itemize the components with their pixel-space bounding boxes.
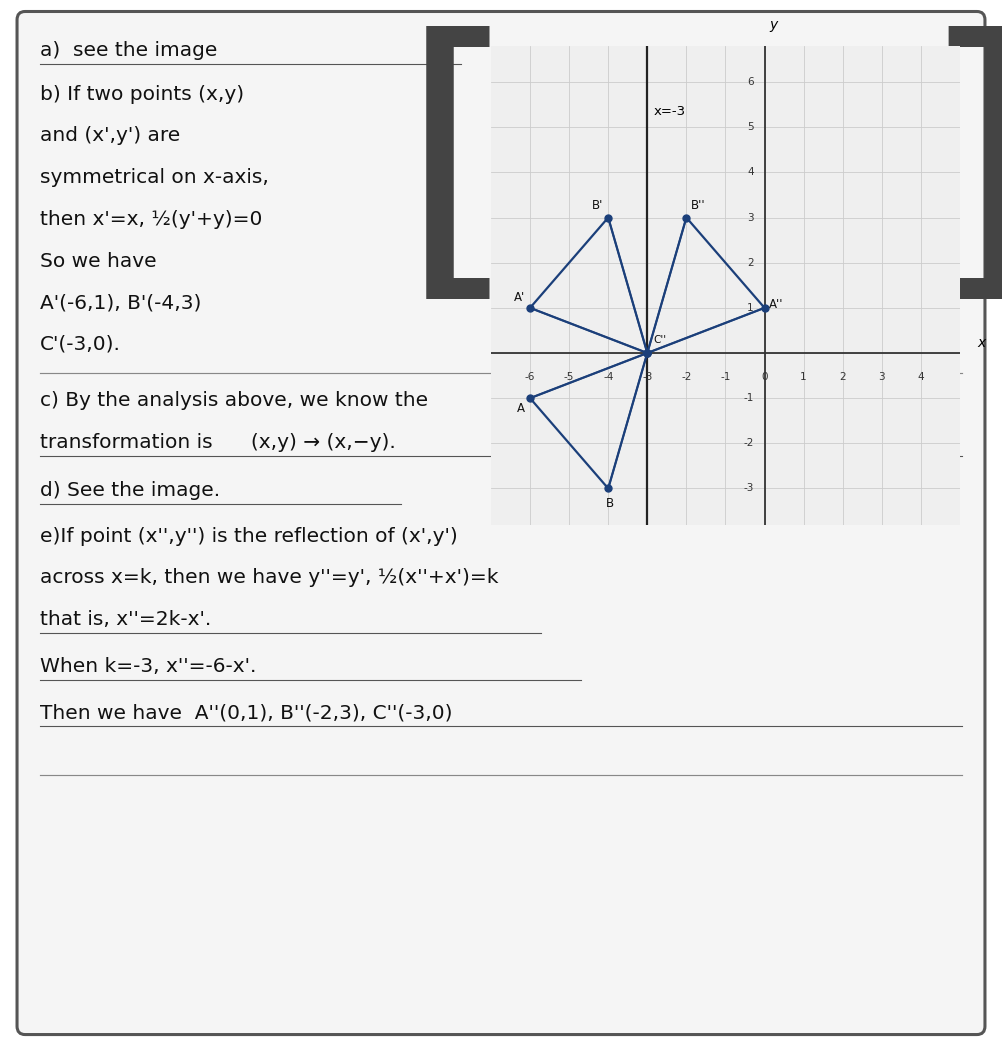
Text: 4: 4: [918, 372, 924, 382]
Text: ]: ]: [919, 26, 1002, 323]
Text: 2: 2: [746, 258, 754, 268]
Text: -1: -1: [720, 372, 730, 382]
Text: -2: -2: [743, 438, 754, 448]
Text: d) See the image.: d) See the image.: [40, 481, 220, 500]
Text: 5: 5: [746, 122, 754, 133]
Text: 1: 1: [746, 303, 754, 312]
Text: So we have: So we have: [40, 252, 156, 271]
Text: C'(-3,0).: C'(-3,0).: [40, 334, 121, 353]
Text: [: [: [400, 26, 518, 323]
Text: 4: 4: [746, 167, 754, 178]
Text: across x=k, then we have y''=y', ½(x''+x')=k: across x=k, then we have y''=y', ½(x''+x…: [40, 568, 499, 587]
Text: y: y: [769, 19, 778, 32]
Text: b) If two points (x,y): b) If two points (x,y): [40, 85, 244, 103]
Text: 1: 1: [801, 372, 807, 382]
Text: symmetrical on x-axis,: symmetrical on x-axis,: [40, 168, 269, 187]
Text: -3: -3: [743, 484, 754, 493]
Text: A'(-6,1), B'(-4,3): A'(-6,1), B'(-4,3): [40, 294, 201, 312]
Text: then x'=x, ½(y'+y)=0: then x'=x, ½(y'+y)=0: [40, 210, 263, 229]
Text: e)If point (x'',y'') is the reflection of (x',y'): e)If point (x'',y'') is the reflection o…: [40, 527, 458, 545]
Text: that is, x''=2k-x'.: that is, x''=2k-x'.: [40, 610, 211, 629]
Text: B': B': [592, 200, 603, 212]
Text: -3: -3: [642, 372, 652, 382]
Text: A'': A'': [770, 298, 784, 310]
Text: 0: 0: [762, 372, 768, 382]
Text: Then we have  A''(0,1), B''(-2,3), C''(-3,0): Then we have A''(0,1), B''(-2,3), C''(-3…: [40, 703, 453, 722]
Text: A: A: [517, 401, 525, 415]
Text: -6: -6: [525, 372, 535, 382]
Text: A': A': [514, 292, 525, 304]
Text: c) By the analysis above, we know the: c) By the analysis above, we know the: [40, 391, 428, 410]
Text: -2: -2: [681, 372, 691, 382]
FancyBboxPatch shape: [17, 11, 985, 1035]
Text: and (x',y') are: and (x',y') are: [40, 126, 180, 145]
Text: C'': C'': [653, 334, 666, 345]
Text: 6: 6: [746, 77, 754, 87]
Text: -4: -4: [603, 372, 613, 382]
Text: a)  see the image: a) see the image: [40, 41, 217, 60]
Text: When k=-3, x''=-6-x'.: When k=-3, x''=-6-x'.: [40, 657, 257, 676]
Text: 3: 3: [879, 372, 885, 382]
Text: B: B: [606, 496, 614, 510]
Text: x: x: [978, 336, 986, 350]
Text: B'': B'': [691, 200, 705, 212]
Text: 3: 3: [746, 212, 754, 223]
Text: -1: -1: [743, 393, 754, 403]
Text: 2: 2: [840, 372, 846, 382]
Text: transformation is      (x,y) → (x,−y).: transformation is (x,y) → (x,−y).: [40, 433, 396, 451]
Text: x=-3: x=-3: [653, 104, 685, 118]
Text: -5: -5: [564, 372, 574, 382]
